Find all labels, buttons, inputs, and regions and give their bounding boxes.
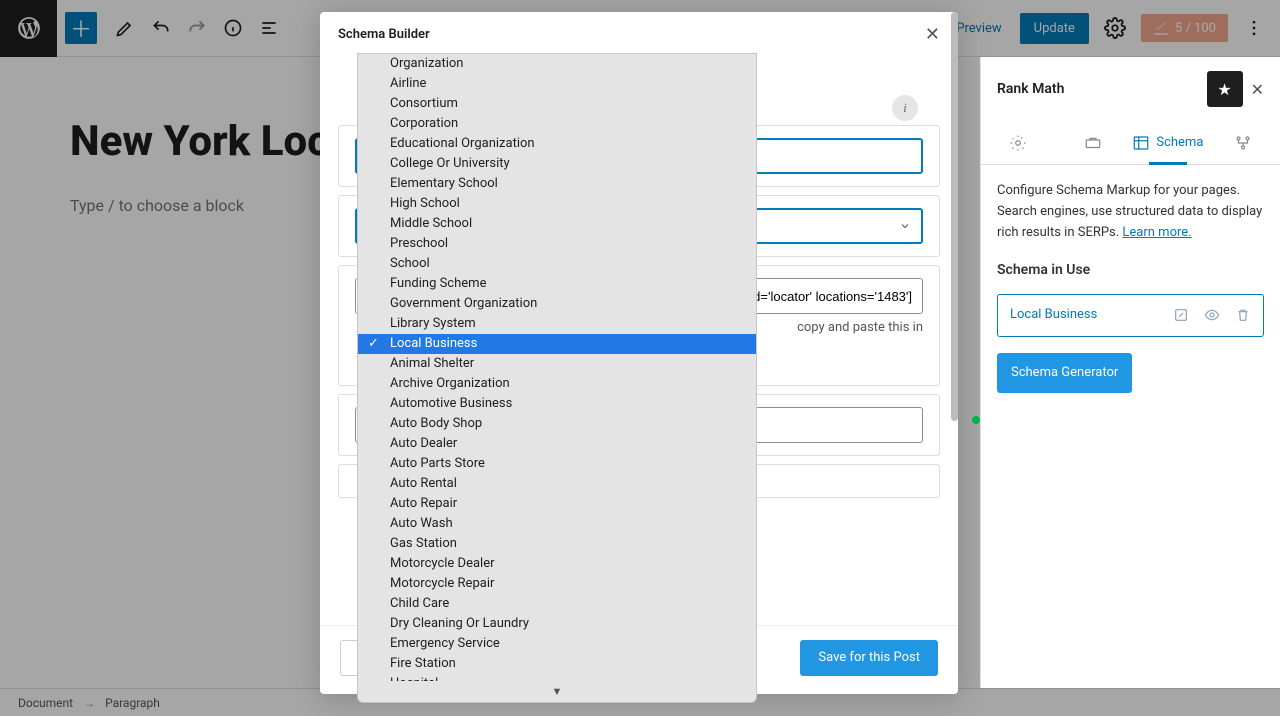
dropdown-option[interactable]: Local Business <box>358 334 756 354</box>
dropdown-option[interactable]: Animal Shelter <box>358 354 756 374</box>
dropdown-option[interactable]: Preschool <box>358 234 756 254</box>
tab-social[interactable] <box>1205 121 1280 164</box>
save-for-post-button[interactable]: Save for this Post <box>800 640 938 676</box>
rank-math-sidebar: Rank Math ★ ✕ Schema Configure Schema Ma… <box>980 57 1280 688</box>
dropdown-option[interactable]: Auto Parts Store <box>358 454 756 474</box>
dropdown-option[interactable]: High School <box>358 194 756 214</box>
sidebar-title: Rank Math <box>997 81 1064 97</box>
saved-indicator-icon <box>972 416 980 424</box>
preview-schema-icon[interactable] <box>1203 307 1221 323</box>
schema-in-use-heading: Schema in Use <box>997 259 1264 281</box>
dropdown-option[interactable]: Dry Cleaning Or Laundry <box>358 614 756 634</box>
dropdown-option[interactable]: Archive Organization <box>358 374 756 394</box>
tab-schema-label: Schema <box>1156 135 1203 150</box>
modal-close-button[interactable]: ✕ <box>925 24 940 45</box>
dropdown-option[interactable]: Motorcycle Dealer <box>358 554 756 574</box>
delete-schema-icon[interactable] <box>1235 307 1251 323</box>
dropdown-option[interactable]: Emergency Service <box>358 634 756 654</box>
dropdown-option[interactable]: Corporation <box>358 114 756 134</box>
dropdown-option[interactable]: Organization <box>358 54 756 74</box>
dropdown-option[interactable]: Hospital <box>358 674 756 681</box>
dropdown-option[interactable]: School <box>358 254 756 274</box>
edit-schema-icon[interactable] <box>1173 307 1189 323</box>
dropdown-option[interactable]: Elementary School <box>358 174 756 194</box>
tab-schema[interactable]: Schema <box>1131 121 1206 164</box>
dropdown-option[interactable]: Educational Organization <box>358 134 756 154</box>
tab-advanced[interactable] <box>1056 121 1131 164</box>
dropdown-option[interactable]: College Or University <box>358 154 756 174</box>
modal-info-icon[interactable]: i <box>892 95 918 121</box>
schema-chip-label: Local Business <box>1010 305 1097 326</box>
dropdown-option[interactable]: Government Organization <box>358 294 756 314</box>
dropdown-option[interactable]: Motorcycle Repair <box>358 574 756 594</box>
dropdown-option[interactable]: Library System <box>358 314 756 334</box>
sidebar-close-button[interactable]: ✕ <box>1251 80 1264 99</box>
dropdown-more-indicator: ▼ <box>358 681 756 702</box>
tab-general[interactable] <box>981 121 1056 164</box>
schema-generator-button[interactable]: Schema Generator <box>997 353 1132 394</box>
dropdown-option[interactable]: Auto Wash <box>358 514 756 534</box>
dropdown-option[interactable]: Auto Dealer <box>358 434 756 454</box>
star-icon[interactable]: ★ <box>1207 71 1243 107</box>
schema-chip: Local Business <box>997 294 1264 337</box>
dropdown-option[interactable]: Funding Scheme <box>358 274 756 294</box>
dropdown-option[interactable]: Consortium <box>358 94 756 114</box>
dropdown-option[interactable]: Airline <box>358 74 756 94</box>
dropdown-option[interactable]: Auto Rental <box>358 474 756 494</box>
dropdown-option[interactable]: Automotive Business <box>358 394 756 414</box>
schema-type-dropdown: OrganizationAirlineConsortiumCorporation… <box>357 53 757 703</box>
dropdown-option[interactable]: Gas Station <box>358 534 756 554</box>
dropdown-option[interactable]: Auto Repair <box>358 494 756 514</box>
sidebar-tabs: Schema <box>981 121 1280 165</box>
dropdown-option[interactable]: Middle School <box>358 214 756 234</box>
dropdown-option[interactable]: Auto Body Shop <box>358 414 756 434</box>
dropdown-option[interactable]: Fire Station <box>358 654 756 674</box>
learn-more-link[interactable]: Learn more. <box>1122 225 1191 240</box>
dropdown-option[interactable]: Child Care <box>358 594 756 614</box>
modal-title: Schema Builder <box>338 27 430 42</box>
